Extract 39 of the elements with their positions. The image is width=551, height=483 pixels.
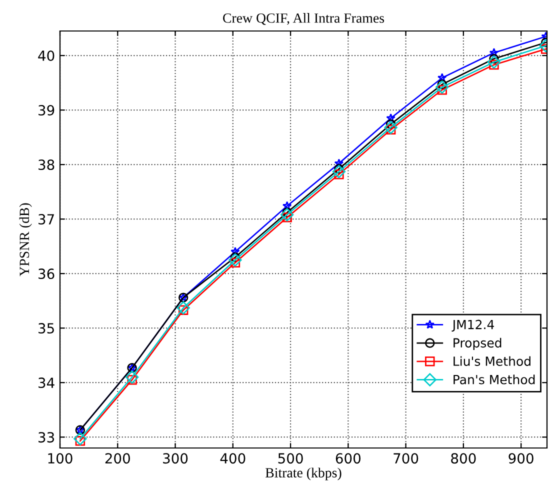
x-tick-label: 700 [394,453,418,464]
point [386,113,396,122]
point [230,246,240,256]
x-tick-label: 400 [220,453,246,464]
x-axis-title: Bitrate (kbps) [266,468,342,480]
point [176,301,190,314]
chart-title: Crew QCIF, All Intra Frames [223,13,384,25]
legend-label: Pan's Method [454,374,535,384]
point [282,201,292,210]
y-tick-label: 40 [38,50,54,62]
legend-label: JM12.4 [452,320,494,332]
x-tick-label: 100 [48,453,72,464]
y-tick-label: 38 [38,160,54,170]
point [384,120,398,134]
y-tick-label: 33 [38,432,54,443]
x-tick-label: 200 [105,453,130,464]
x-tick-label: 300 [163,453,188,464]
point [332,165,346,178]
y-tick-label: 37 [38,214,54,225]
point [228,253,242,267]
point [280,208,294,222]
point [334,158,344,168]
y-tick-label: 35 [38,323,54,334]
point [436,80,449,94]
x-tick-label: 800 [451,453,476,464]
point [487,55,501,69]
x-tick-label: 900 [508,453,534,464]
point [437,73,447,82]
y-tick-label: 36 [38,268,54,280]
y-tick-label: 39 [38,105,54,116]
legend-label: Propsed [454,338,502,350]
point [74,432,87,446]
point [489,48,499,57]
legend-label: Liu's Method [454,356,530,366]
y-tick-label: 34 [38,378,54,388]
y-axis-title: YPSNR (dB) [19,203,32,276]
x-tick-label: 600 [336,453,360,464]
point [125,370,139,384]
x-tick-label: 500 [278,453,303,464]
